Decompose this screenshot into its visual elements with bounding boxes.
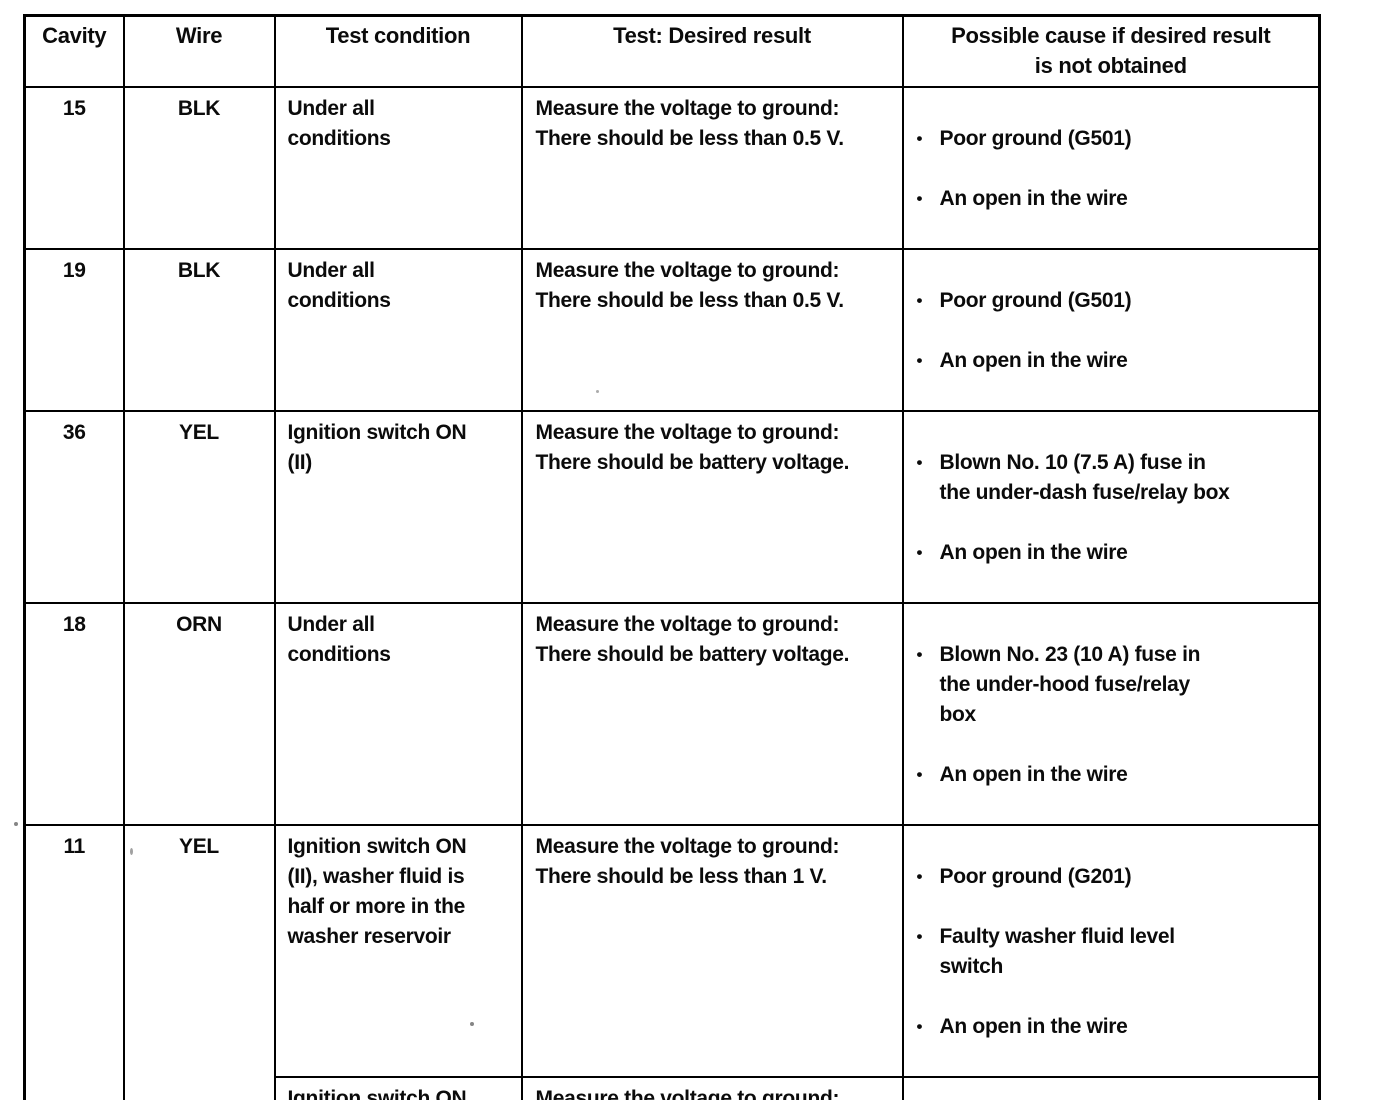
scan-artifact (14, 822, 18, 826)
result-cell: Measure the voltage to ground: There sho… (520, 824, 904, 1078)
condition-cell: Under all conditions (273, 248, 523, 412)
cause-item: • An open in the wire (914, 538, 1313, 568)
cause-item: • Poor ground (G501) (914, 286, 1313, 316)
bullet-icon: • (916, 453, 923, 472)
table-row: Ignition switch ON (II), washer fluid is… (25, 1076, 1321, 1100)
bullet-icon: • (916, 543, 923, 562)
col-header-possible-cause: Possible cause if desired result is not … (901, 14, 1321, 88)
col-header-cavity: Cavity (23, 14, 125, 88)
col-header-wire: Wire (122, 14, 276, 88)
scan-artifact (130, 848, 133, 855)
bullet-icon: • (916, 129, 923, 148)
cause-item: • Poor ground (G501) (914, 124, 1313, 154)
cause-item: • Blown No. 23 (10 A) fuse in the under-h… (914, 640, 1313, 730)
cavity-cell: 18 (23, 602, 125, 826)
table-row: 18 ORN Under all conditions Measure the … (23, 602, 1321, 826)
condition-cell: Ignition switch ON (II), washer fluid is… (273, 1076, 523, 1100)
bullet-icon: • (916, 291, 923, 310)
col-header-test-condition: Test condition (273, 14, 523, 88)
scan-artifact (597, 873, 601, 877)
table-row: 11 YEL Ignition switch ON (II), washer f… (23, 824, 1321, 1100)
cause-item: • An open in the wire (914, 760, 1313, 790)
causes-cell: • Blown No. 23 (10 A) fuse in the under-h… (901, 602, 1321, 826)
causes-cell: • Poor ground (G201) • Faulty washer fluid… (901, 824, 1321, 1078)
cavity-cell: 11 (23, 824, 125, 1100)
bullet-icon: • (916, 1017, 923, 1036)
bullet-icon: • (916, 189, 923, 208)
table-row: 19 BLK Under all conditions Measure the … (23, 248, 1321, 412)
cause-item: • Blown No. 10 (7.5 A) fuse in the under-… (914, 448, 1313, 508)
cause-item: • An open in the wire (914, 184, 1313, 214)
causes-cell: • Poor ground (G501) • An open in the wire (901, 86, 1321, 250)
cause-item: • An open in the wire (914, 346, 1313, 376)
bullet-icon: • (916, 867, 923, 886)
bullet-icon: • (916, 927, 923, 946)
cavity-cell: 19 (23, 248, 125, 412)
cause-item: • An open in the wire (914, 1012, 1313, 1042)
condition-cell: Under all conditions (273, 86, 523, 250)
scan-artifact (596, 390, 599, 393)
causes-cell: • Poor ground (G501) • An open in the wire (901, 248, 1321, 412)
bullet-icon: • (916, 765, 923, 784)
cavity-cell: 15 (23, 86, 125, 250)
table-header-row: Cavity Wire Test condition Test: Desired… (23, 14, 1321, 88)
wire-cell: BLK (122, 248, 276, 412)
cause-item: • Poor ground (G201) (914, 862, 1313, 892)
cause-item: • Faulty washer fluid level switch (914, 922, 1313, 982)
col-header-desired-result: Test: Desired result (520, 14, 904, 88)
scan-artifact (470, 1022, 474, 1026)
condition-cell: Ignition switch ON (II), washer fluid is… (273, 824, 523, 1078)
bullet-icon: • (916, 351, 923, 370)
cavity-cell: 36 (23, 410, 125, 604)
wire-cell: BLK (122, 86, 276, 250)
bullet-icon: • (916, 645, 923, 664)
causes-cell: •Faulty washer fluid level switch •A sho… (901, 1076, 1321, 1100)
table-row: 36 YEL Ignition switch ON (II) Measure t… (23, 410, 1321, 604)
connector-test-table: Cavity Wire Test condition Test: Desired… (23, 14, 1321, 1100)
result-cell: Measure the voltage to ground: There sho… (520, 602, 904, 826)
wire-cell: ORN (122, 602, 276, 826)
wire-cell: YEL (122, 824, 276, 1100)
condition-cell: Under all conditions (273, 602, 523, 826)
condition-cell: Ignition switch ON (II) (273, 410, 523, 604)
result-cell: Measure the voltage to ground: There sho… (520, 410, 904, 604)
causes-cell: • Blown No. 10 (7.5 A) fuse in the under-… (901, 410, 1321, 604)
table-row: 15 BLK Under all conditions Measure the … (23, 86, 1321, 250)
result-cell: Measure the voltage to ground: There sho… (520, 86, 904, 250)
result-cell: Measure the voltage to ground: There sho… (520, 1076, 904, 1100)
result-cell: Measure the voltage to ground: There sho… (520, 248, 904, 412)
wire-cell: YEL (122, 410, 276, 604)
